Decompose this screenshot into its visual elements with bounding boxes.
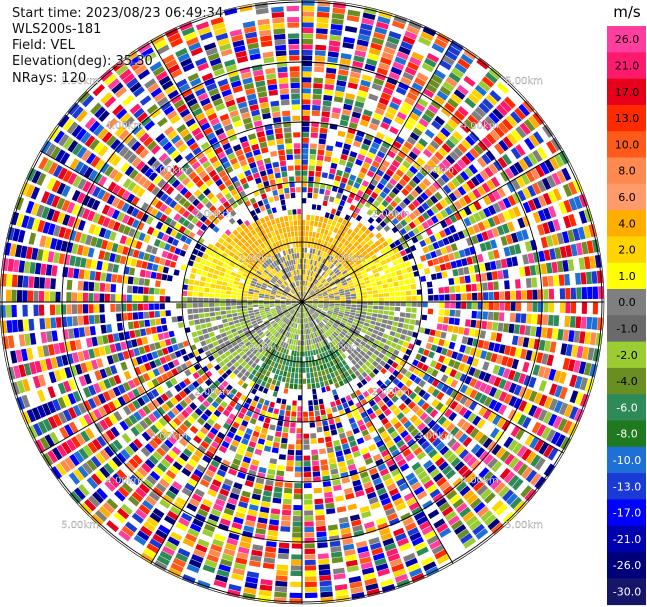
range-ring-label: 3.00km xyxy=(416,165,454,176)
ppi-gates xyxy=(0,0,604,604)
colorbar-swatch xyxy=(607,315,646,343)
colorbar-swatch xyxy=(607,473,646,500)
colorbar-swatch xyxy=(607,578,646,606)
nrays-label: NRays: 120 xyxy=(12,71,87,86)
colorbar-swatch xyxy=(607,210,646,237)
range-ring-label: 4.00km xyxy=(105,120,143,131)
colorbar-swatch xyxy=(607,446,646,474)
colorbar-tick-label: -2.0 xyxy=(616,349,637,362)
range-ring-label: 3.00km xyxy=(416,431,454,442)
range-ring-label: 4.00km xyxy=(105,476,143,487)
azimuth-spoke xyxy=(40,301,303,454)
range-ring-label: 1.00km xyxy=(327,254,365,265)
range-ring-label: 2.00km xyxy=(194,209,232,220)
colorbar-tick-label: 26.0 xyxy=(615,33,640,46)
colorbar-tick-label: -30.0 xyxy=(613,585,641,598)
colorbar-unit: m/s xyxy=(613,3,641,21)
range-ring-label: 3.00km xyxy=(150,165,188,176)
range-ring-label: 1.00km xyxy=(327,342,365,353)
range-ring-label: 5.00km xyxy=(61,520,99,531)
range-ring-labels: 1.00km 1.00km 1.00km 1.00km 2.00km 2.00km 2.00… xyxy=(61,76,543,531)
colorbar-tick-label: -26.0 xyxy=(613,559,641,572)
colorbar-tick-label: 13.0 xyxy=(615,112,640,125)
start-time-label: Start time: 2023/08/23 06:49:34 xyxy=(12,6,224,21)
range-rings xyxy=(0,0,604,604)
colorbar-tick-label: 21.0 xyxy=(615,59,640,72)
colorbar-swatch xyxy=(607,367,646,395)
range-ring-label: 4.00km xyxy=(461,476,499,487)
colorbar-swatch xyxy=(607,26,646,53)
azimuth-spoke xyxy=(40,150,303,303)
colorbar-swatch xyxy=(607,236,646,264)
colorbar-tick-label: -13.0 xyxy=(613,480,641,493)
colorbar-tick-label: -1.0 xyxy=(616,322,637,335)
colorbar-tick-label: 2.0 xyxy=(618,244,636,257)
colorbar-tick-label: -6.0 xyxy=(616,401,637,414)
range-ring-label: 5.00km xyxy=(505,520,543,531)
colorbar-tick-label: 4.0 xyxy=(618,217,636,230)
colorbar-tick-label: -10.0 xyxy=(613,454,641,467)
range-ring-label: 2.00km xyxy=(372,387,410,398)
colorbar-swatch xyxy=(607,420,646,448)
instrument-label: WLS200s-181 xyxy=(12,22,102,37)
range-ring-label: 4.00km xyxy=(461,120,499,131)
colorbar-tick-label: -21.0 xyxy=(613,533,641,546)
colorbar-tick-label: -17.0 xyxy=(613,507,641,520)
colorbar-tick-label: 6.0 xyxy=(618,191,636,204)
colorbar-tick-label: 17.0 xyxy=(615,86,640,99)
colorbar-tick-label: 10.0 xyxy=(615,138,640,151)
colorbar-swatch xyxy=(607,394,646,421)
colorbar-swatch xyxy=(607,131,646,158)
colorbar-swatch xyxy=(607,552,646,579)
colorbar-tick-label: 8.0 xyxy=(618,165,636,178)
azimuth-spoke xyxy=(301,40,454,303)
range-ring-label: 1.00km xyxy=(239,254,277,265)
range-ring-label: 5.00km xyxy=(505,76,543,87)
colorbar-swatch xyxy=(607,52,646,80)
colorbar-tick-label: -4.0 xyxy=(616,375,637,388)
colorbar-swatch xyxy=(607,262,646,290)
colorbar-swatch xyxy=(607,104,646,132)
field-label: Field: VEL xyxy=(12,38,75,53)
azimuth-spoke xyxy=(150,301,303,564)
colorbar-tick-label: 1.0 xyxy=(618,270,636,283)
range-ring-label: 2.00km xyxy=(372,209,410,220)
azimuth-spoke xyxy=(150,40,303,303)
colorbar-swatch xyxy=(607,289,646,316)
azimuth-spoke xyxy=(301,301,454,564)
range-ring-label: 2.00km xyxy=(194,387,232,398)
range-ring-label: 1.00km xyxy=(239,342,277,353)
colorbar-swatch xyxy=(607,157,646,185)
colorbar-swatch xyxy=(607,183,646,211)
colorbar-tick-label: -8.0 xyxy=(616,428,637,441)
colorbar-swatch xyxy=(607,78,646,106)
elevation-label: Elevation(deg): 35.30 xyxy=(12,54,153,69)
colorbar-swatch xyxy=(607,341,646,369)
range-ring-label: 3.00km xyxy=(150,431,188,442)
azimuth-spoke xyxy=(301,150,564,303)
colorbar-swatch xyxy=(607,499,646,527)
range-ring-label: 5.00km xyxy=(61,76,99,87)
colorbar-swatch xyxy=(607,525,646,553)
azimuth-spoke xyxy=(301,301,564,454)
colorbar-tick-label: 0.0 xyxy=(618,296,636,309)
